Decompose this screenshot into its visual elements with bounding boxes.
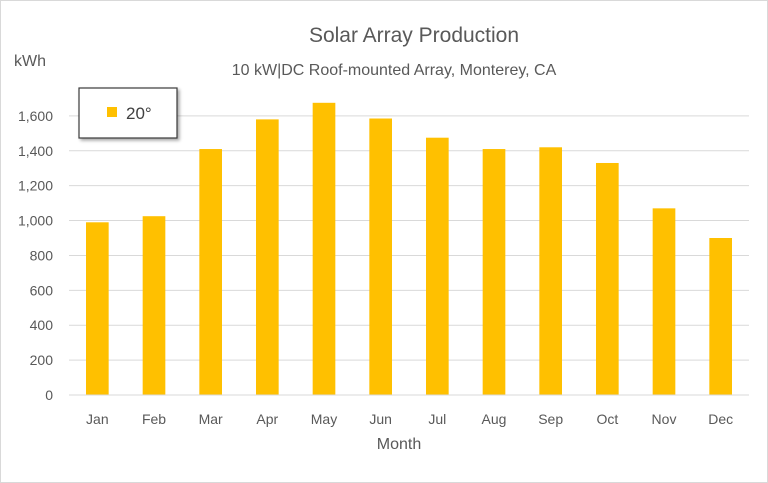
x-tick-label: Nov xyxy=(652,411,677,427)
gridlines xyxy=(69,115,749,361)
x-axis-title: Month xyxy=(377,436,421,453)
x-tick-label: Feb xyxy=(142,411,166,427)
bar-nov xyxy=(652,208,676,395)
y-tick-label: 1,400 xyxy=(18,143,53,159)
y-tick-label: 800 xyxy=(30,247,54,263)
bars xyxy=(86,102,732,396)
x-tick-label: Dec xyxy=(708,411,733,427)
y-tick-label: 1,000 xyxy=(18,213,53,229)
y-axis-title: kWh xyxy=(14,53,46,70)
x-tick-label: Oct xyxy=(596,411,618,427)
x-tick-label: Jan xyxy=(86,411,109,427)
legend-swatch xyxy=(107,107,117,117)
x-tick-label: May xyxy=(311,411,337,427)
x-axis-tick-labels: Jan Feb Mar Apr May Jun Jul Aug Sep Oct Nov Dec xyxy=(86,411,733,427)
bar-aug xyxy=(482,149,506,395)
legend-label: 20° xyxy=(126,104,152,123)
chart-subtitle: 10 kW|DC Roof-mounted Array, Monterey, C… xyxy=(232,62,557,79)
x-tick-label: Aug xyxy=(482,411,507,427)
bar-sep xyxy=(539,147,562,395)
y-tick-label: 200 xyxy=(30,352,54,368)
y-tick-label: 1,200 xyxy=(18,178,53,194)
x-tick-label: Jun xyxy=(369,411,392,427)
y-tick-label: 600 xyxy=(30,282,54,298)
legend-box xyxy=(78,87,178,139)
x-tick-label: Jul xyxy=(428,411,446,427)
bar-jan xyxy=(86,222,109,395)
bar-feb xyxy=(142,216,166,395)
x-tick-label: Mar xyxy=(199,411,223,427)
bar-apr xyxy=(256,119,279,395)
chart-title: Solar Array Production xyxy=(309,24,519,47)
bar-mar xyxy=(199,149,222,395)
legend: 20° xyxy=(78,87,178,139)
bar-may xyxy=(312,102,336,396)
x-tick-label: Sep xyxy=(538,411,563,427)
y-tick-label: 1,600 xyxy=(18,108,53,124)
bar-dec xyxy=(709,238,732,395)
bar-jul xyxy=(426,137,449,395)
x-tick-label: Apr xyxy=(256,411,278,427)
y-axis-tick-labels: 0 200 400 600 800 1,000 1,200 1,400 1,600 xyxy=(18,108,53,403)
bar-jun xyxy=(369,118,392,395)
y-tick-label: 400 xyxy=(30,317,54,333)
y-tick-label: 0 xyxy=(45,387,53,403)
bar-oct xyxy=(596,162,619,395)
